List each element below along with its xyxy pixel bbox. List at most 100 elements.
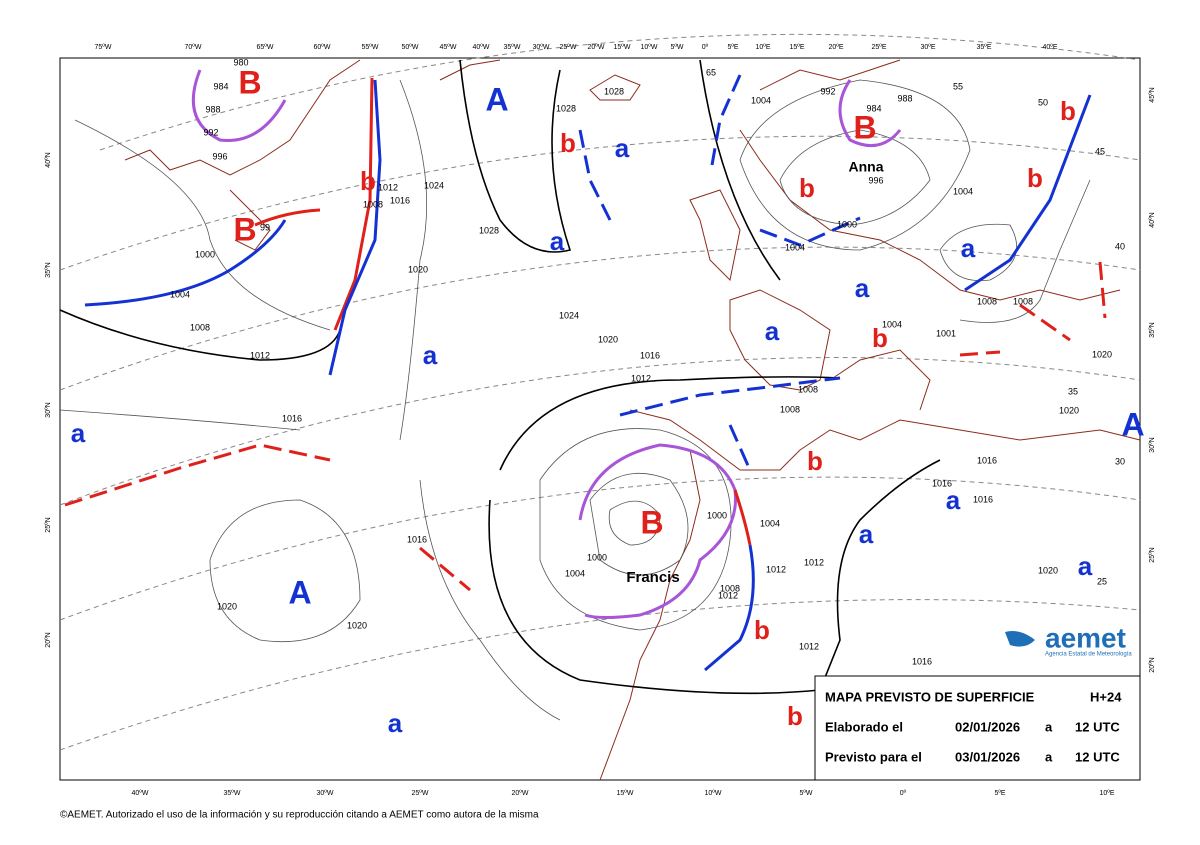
longitude-label: 25ºE	[871, 44, 886, 51]
longitude-label: 30ºW	[533, 44, 550, 51]
isobar-label: 1012	[250, 350, 270, 360]
longitude-label: 35ºW	[504, 44, 521, 51]
pressure-center: B	[238, 64, 261, 100]
pressure-center: b	[807, 446, 823, 476]
isobar-label: 55	[953, 81, 963, 91]
fronts	[64, 69, 1107, 672]
longitude-label: 50ºW	[402, 44, 419, 51]
latitude-label: 20ºN	[45, 632, 52, 647]
longitude-label: 0º	[900, 790, 907, 797]
isobar-label: 1020	[408, 264, 428, 274]
isobar-label: 1000	[707, 510, 727, 520]
isobar-label: 1016	[390, 195, 410, 205]
isobar-label: 984	[213, 81, 228, 91]
isobar-label: 1020	[217, 601, 237, 611]
isobar-label: 1020	[1092, 349, 1112, 359]
pressure-center: a	[859, 519, 874, 549]
isobar-label: 1008	[780, 404, 800, 414]
pressure-center: a	[855, 273, 870, 303]
isobar-label: 1020	[1059, 405, 1079, 415]
longitude-label: 5ºW	[799, 790, 812, 797]
longitude-label: 35ºW	[224, 790, 241, 797]
isobar-label: 980	[233, 57, 248, 67]
isobar-label: 1008	[720, 583, 740, 593]
longitude-label: 25ºW	[560, 44, 577, 51]
logo-subtitle: Agencia Estatal de Meteorología	[1045, 652, 1132, 658]
isobar-label: 1004	[882, 319, 902, 329]
longitude-label: 45ºW	[440, 44, 457, 51]
longitude-label: 65ºW	[257, 44, 274, 51]
longitude-label: 5ºE	[994, 790, 1005, 797]
pressure-center: a	[71, 418, 86, 448]
isobar-label: 1028	[604, 86, 624, 96]
isobar-label: 1016	[977, 455, 997, 465]
isobar-label: 45	[1095, 146, 1105, 156]
isobar-label: 1016	[973, 494, 993, 504]
info-cell: Elaborado el	[825, 719, 903, 734]
latitude-label: 40ºN	[1149, 212, 1156, 227]
latitude-label: 35ºN	[1149, 322, 1156, 337]
isobar-label: 988	[205, 104, 220, 114]
isobar-label: 35	[1068, 386, 1078, 396]
footer: ©AEMET. Autorizado el uso de la informac…	[60, 810, 539, 821]
isobar-label: 1012	[804, 557, 824, 567]
isobar-label: 1001	[936, 328, 956, 338]
info-cell: a	[1045, 749, 1053, 764]
isobar-label: 1016	[640, 350, 660, 360]
isobar-label: 1024	[559, 310, 579, 320]
longitude-label: 40ºE	[1042, 44, 1057, 51]
longitude-label: 40ºW	[473, 44, 490, 51]
isobar-label: 996	[868, 175, 883, 185]
isobar-label: 1008	[190, 322, 210, 332]
longitude-label: 10ºE	[1099, 790, 1114, 797]
pressure-center: b	[799, 173, 815, 203]
isobar-label: 1016	[912, 656, 932, 666]
isobar-label: 1004	[565, 568, 585, 578]
longitude-label: 20ºW	[512, 790, 529, 797]
latitude-label: 35ºN	[45, 262, 52, 277]
longitude-label: 20ºE	[828, 44, 843, 51]
info-lead: H+24	[1090, 689, 1122, 704]
longitude-label: 10ºW	[705, 790, 722, 797]
info-cell: 02/01/2026	[955, 719, 1020, 734]
isobar-label: 1012	[766, 564, 786, 574]
isobar-label: 1016	[282, 413, 302, 423]
isobar-label: 1004	[785, 242, 805, 252]
pressure-center: A	[1121, 406, 1144, 442]
pressure-center: a	[423, 340, 438, 370]
info-title: MAPA PREVISTO DE SUPERFICIE	[825, 689, 1035, 704]
isobar-label: 1004	[170, 289, 190, 299]
longitude-label: 15ºE	[789, 44, 804, 51]
longitude-label: 5ºE	[727, 44, 738, 51]
latitude-label: 30ºN	[1149, 437, 1156, 452]
longitude-label: 60ºW	[314, 44, 331, 51]
storm-name: Francis	[626, 569, 679, 586]
longitude-label: 40ºW	[132, 790, 149, 797]
isobar-label: 30	[1115, 456, 1125, 466]
isobar-label: 1016	[932, 478, 952, 488]
longitude-label: 55ºW	[362, 44, 379, 51]
pressure-center: a	[946, 485, 961, 515]
isobar-label: 984	[866, 103, 881, 113]
info-cell: 12 UTC	[1075, 749, 1120, 764]
isobar-label: 992	[203, 127, 218, 137]
coastlines	[124, 59, 1141, 781]
pressure-center: a	[765, 316, 780, 346]
logo-name: aemet	[1045, 622, 1126, 653]
longitude-label: 15ºW	[617, 790, 634, 797]
isobar-label: 1004	[751, 95, 771, 105]
pressure-center: a	[550, 226, 565, 256]
isobar-label: 1012	[378, 182, 398, 192]
isobar-label: 1012	[631, 373, 651, 383]
isobar-label: 1000	[587, 552, 607, 562]
map-frame	[59, 57, 1141, 781]
isobar-label: 65	[706, 67, 716, 77]
info-cell: Previsto para el	[825, 749, 922, 764]
isobar-label: 1012	[718, 590, 738, 600]
logo	[1005, 631, 1035, 647]
isobar-label: 1012	[799, 641, 819, 651]
logo-mark	[1005, 631, 1035, 647]
pressure-center: b	[560, 128, 576, 158]
isobar-label: 1000	[837, 219, 857, 229]
isobar-label: 1008	[1013, 296, 1033, 306]
